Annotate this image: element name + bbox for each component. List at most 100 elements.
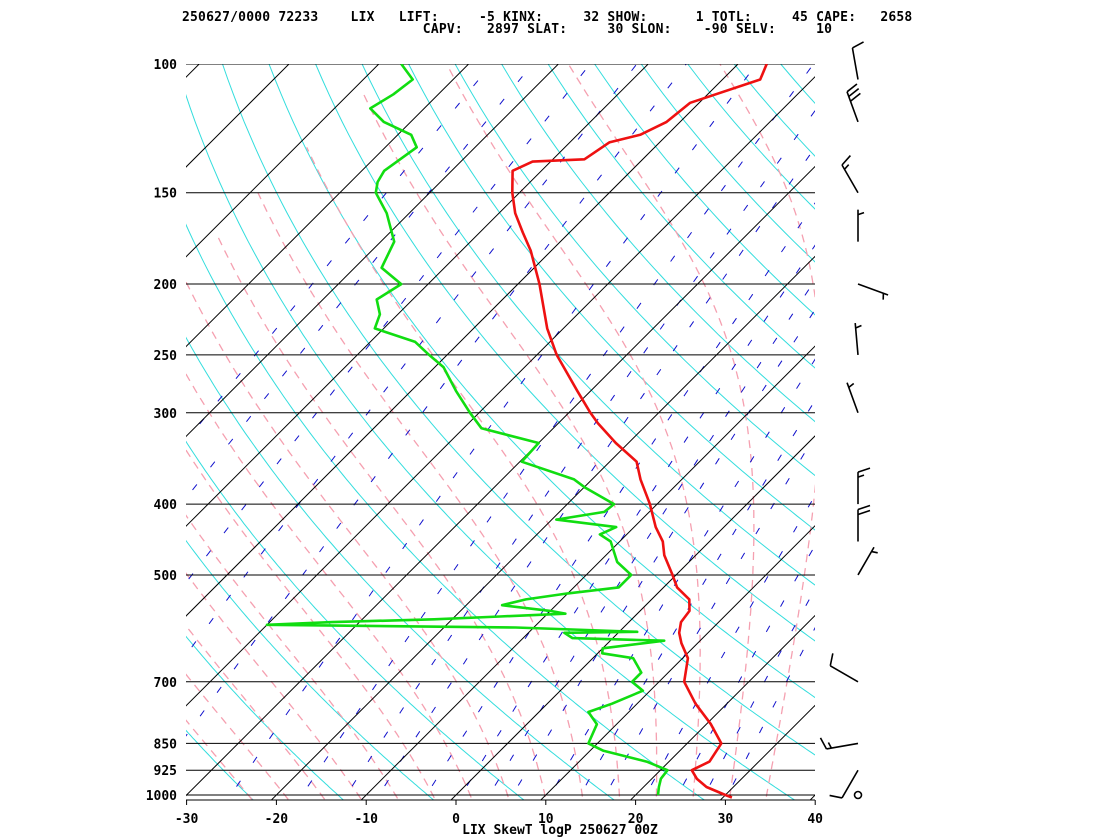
mixing-ratio-line [186,64,687,737]
mixing-ratio-line [186,64,638,656]
reference-lines [0,31,1120,814]
dry-adiabat [186,635,345,800]
barb-feather [841,155,851,166]
isotherm [0,31,53,814]
calm-circle [853,790,863,800]
mixing-ratio-line [602,434,815,800]
wind-barb [829,653,859,683]
moist-adiabat [446,64,701,800]
moist-adiabat [215,232,547,800]
wind-barb [846,382,859,414]
barb-half-feather [855,324,862,329]
barb-feather [846,83,858,93]
mixing-ratio-line [701,587,815,800]
moist-adiabat [186,624,326,800]
dry-adiabat [408,64,815,531]
barb-feather [852,41,864,49]
barb-half-feather [871,550,878,554]
pressure-tick-label: 150 [154,187,178,202]
dry-adiabat [186,539,435,800]
mixing-ratio-line [422,202,815,800]
mixing-ratio-line [342,109,815,800]
mixing-ratio-line [546,358,815,800]
barb-staff [851,47,859,80]
barb-half-feather [857,211,865,216]
barb-staff [854,322,859,355]
dry-adiabat [780,64,815,104]
isotherm [0,31,143,814]
mixing-ratio-line [724,627,815,800]
mixing-ratio-line [509,308,815,800]
dry-adiabat [454,64,815,477]
isotherm [719,704,815,800]
barb-feather [819,737,828,750]
barb-feather [849,92,861,102]
wind-barbs [819,41,889,800]
dry-adiabat [547,64,815,369]
moist-adiabat [186,372,473,800]
dewpoint-profile [265,64,669,796]
pressure-tick-label: 850 [154,737,178,752]
pressure-tick-label: 500 [154,569,178,584]
barb-feather [848,88,860,98]
isotherm [629,614,815,800]
isotherm [186,64,200,78]
dry-adiabat [186,729,255,800]
pressure-tick-label: 700 [154,676,178,691]
dry-adiabat [501,64,815,423]
temperature-tick-label: -10 [354,812,378,827]
barb-half-feather [827,742,833,749]
profiles [265,64,768,799]
isotherm [186,165,815,797]
moist-adiabat [567,64,755,800]
isotherm [450,435,815,800]
isotherm [186,76,815,707]
moist-adiabat [186,514,400,800]
isotherm [186,64,290,168]
dry-adiabat [813,48,1120,811]
moist-adiabat [363,94,658,800]
wind-barb [857,467,871,505]
header-line-2: CAPV: 2897 SLAT: 30 SLON: -90 SELV: 10 [182,22,833,37]
footer-caption: LIX SkewT logP 250627 00Z [462,823,658,838]
barb-half-feather [843,164,850,170]
temperature-tick-label: 30 [718,812,734,827]
wind-barb [854,322,862,355]
wind-barb [829,769,859,799]
dry-adiabat [186,440,525,800]
barb-staff [829,665,859,683]
dry-adiabat [361,64,815,586]
pressure-tick-label: 100 [154,58,178,73]
barb-half-feather [848,382,855,389]
isotherm [360,345,815,800]
barb-staff [841,164,859,194]
dry-adiabat [640,64,815,263]
isotherm [186,64,739,617]
barb-feather [857,467,871,473]
pressure-tick-label: 300 [154,407,178,422]
pressure-tick-label: 400 [154,498,178,513]
header-line-1: 250627/0000 72233 LIX LIFT: -5 KINX: 32 … [182,10,913,25]
moist-adiabat [186,572,363,800]
dry-adiabat [186,93,796,800]
wind-barb [853,790,863,800]
temperature-tick-label: 0 [452,812,460,827]
wind-barb [851,41,864,80]
temperature-tick-label: 40 [807,812,823,827]
barb-staff [826,742,859,750]
barb-staff [841,769,859,799]
barb-staff [846,382,859,414]
mixing-ratio-line [485,279,815,800]
wind-barb [819,737,859,750]
dry-adiabat [905,48,1120,811]
isotherm [186,64,470,348]
moist-adiabat [186,280,510,800]
wind-barb [857,546,878,576]
barb-staff [857,283,889,296]
isotherm [270,255,815,800]
dry-adiabat [315,64,815,642]
isotherm [186,64,649,527]
mixing-ratio-line [642,494,815,800]
temperature-axis-labels: -30 -20 -10 0 10 20 30 40 [175,799,823,827]
